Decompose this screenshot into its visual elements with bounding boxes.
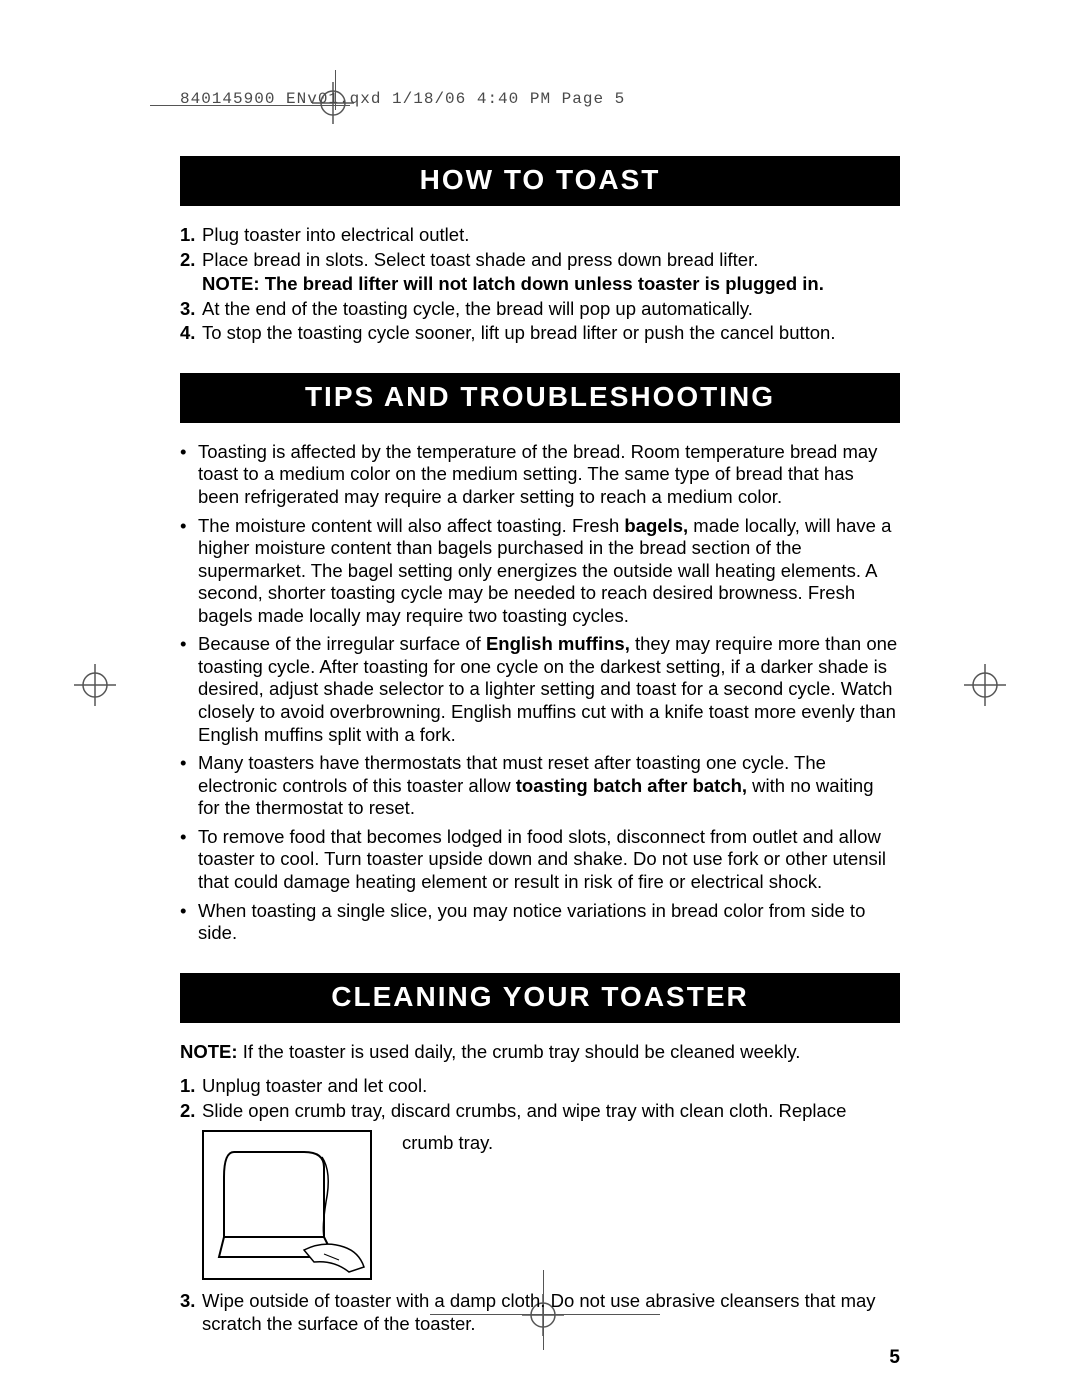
bullet-icon: • (180, 441, 198, 509)
bullet-icon: • (180, 633, 198, 746)
bullet-icon: • (180, 826, 198, 894)
list-item: 2. Place bread in slots. Select toast sh… (180, 249, 900, 272)
page-number: 5 (889, 1347, 900, 1369)
list-number: 1. (180, 1075, 202, 1098)
file-header: 840145900 ENv01.qxd 1/18/06 4:40 PM Page… (180, 90, 900, 108)
list-item: 1. Unplug toaster and let cool. (180, 1075, 900, 1098)
list-number: 2. (180, 1100, 202, 1123)
section-header-how-to-toast: HOW TO TOAST (180, 156, 900, 206)
tips-list: •Toasting is affected by the temperature… (180, 441, 900, 945)
document-page: 840145900 ENv01.qxd 1/18/06 4:40 PM Page… (180, 90, 900, 1337)
bullet-icon: • (180, 752, 198, 820)
list-text: Place bread in slots. Select toast shade… (202, 249, 900, 272)
list-number: 4. (180, 322, 202, 345)
list-item: 2. Slide open crumb tray, discard crumbs… (180, 1100, 900, 1123)
list-text: To remove food that becomes lodged in fo… (198, 826, 900, 894)
list-item: •Toasting is affected by the temperature… (180, 441, 900, 509)
note-body: If the toaster is used daily, the crumb … (238, 1041, 801, 1062)
list-text: At the end of the toasting cycle, the br… (202, 298, 900, 321)
list-item: 3. At the end of the toasting cycle, the… (180, 298, 900, 321)
list-item: •The moisture content will also affect t… (180, 515, 900, 628)
list-text: Many toasters have thermostats that must… (198, 752, 900, 820)
list-text: To stop the toasting cycle sooner, lift … (202, 322, 900, 345)
list-item: 3. Wipe outside of toaster with a damp c… (180, 1290, 900, 1335)
list-text: Wipe outside of toaster with a damp clot… (202, 1290, 900, 1335)
list-text: Toasting is affected by the temperature … (198, 441, 900, 509)
list-text: Unplug toaster and let cool. (202, 1075, 900, 1098)
list-item: •Many toasters have thermostats that mus… (180, 752, 900, 820)
list-text: Slide open crumb tray, discard crumbs, a… (202, 1100, 900, 1123)
list-item: •To remove food that becomes lodged in f… (180, 826, 900, 894)
list-item: •When toasting a single slice, you may n… (180, 900, 900, 945)
registration-mark-icon (70, 660, 120, 710)
crumb-tray-text: crumb tray. (402, 1130, 493, 1155)
list-number: 3. (180, 298, 202, 321)
cleaning-note: NOTE: If the toaster is used daily, the … (180, 1041, 900, 1064)
section-header-cleaning: CLEANING YOUR TOASTER (180, 973, 900, 1023)
list-text: The moisture content will also affect to… (198, 515, 900, 628)
section-header-tips: TIPS AND TROUBLESHOOTING (180, 373, 900, 423)
list-number: 3. (180, 1290, 202, 1335)
bullet-icon: • (180, 515, 198, 628)
list-number: 2. (180, 249, 202, 272)
registration-mark-icon (960, 660, 1010, 710)
list-number: 1. (180, 224, 202, 247)
list-text: Plug toaster into electrical outlet. (202, 224, 900, 247)
note-text: NOTE: The bread lifter will not latch do… (202, 273, 900, 296)
list-text: Because of the irregular surface of Engl… (198, 633, 900, 746)
toaster-illustration (202, 1130, 372, 1280)
note-label: NOTE: (180, 1041, 238, 1062)
bullet-icon: • (180, 900, 198, 945)
list-item: 4. To stop the toasting cycle sooner, li… (180, 322, 900, 345)
list-text: When toasting a single slice, you may no… (198, 900, 900, 945)
list-item: •Because of the irregular surface of Eng… (180, 633, 900, 746)
list-item: 1. Plug toaster into electrical outlet. (180, 224, 900, 247)
how-to-toast-list: 1. Plug toaster into electrical outlet. … (180, 224, 900, 345)
cleaning-list: 1. Unplug toaster and let cool. 2. Slide… (180, 1075, 900, 1122)
